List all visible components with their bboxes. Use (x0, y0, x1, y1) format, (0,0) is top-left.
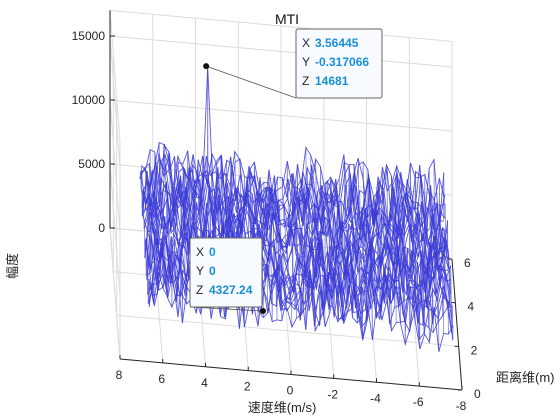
datatip-leader (206, 65, 297, 99)
x-tick-label: 2 (244, 380, 251, 394)
datatip-key: Y (196, 264, 204, 278)
surface-column-line (419, 164, 430, 343)
x-tick-label: 8 (116, 368, 123, 382)
surface-column-line (338, 178, 350, 313)
datatip-key: X (302, 36, 310, 50)
surface-column-line (319, 166, 331, 314)
axes-frame: 8 6 4 2 0 -2 -4 -6 -8 0 2 4 6 0 5000 10000 15000 (72, 10, 481, 413)
surface-column-line (277, 177, 288, 311)
surface-column-line (163, 143, 174, 308)
surface-column-line (310, 155, 321, 327)
z-tick-label: 10000 (72, 93, 106, 107)
datatip: X 0Y 0Z 4327.24 (189, 237, 266, 314)
y-axis-line (451, 258, 463, 391)
surface-column-line (428, 168, 440, 352)
surface-column-line (315, 159, 326, 327)
x-gridline (451, 41, 463, 391)
y-tick-label: 0 (474, 387, 481, 401)
surface-column-line (371, 197, 383, 321)
chart-title: MTI (275, 11, 299, 27)
surface-column-line (258, 177, 269, 314)
surface-column-line (433, 159, 444, 334)
surface-column-line (409, 162, 421, 350)
surface-column-line (300, 171, 312, 311)
datatip-value: 14681 (315, 74, 349, 88)
surface-column-line (367, 169, 378, 319)
surface-column-line (291, 173, 302, 321)
y-axis-label: 距离维(m) (496, 370, 555, 385)
x-tick-label: -2 (327, 387, 338, 401)
surface-column-line (144, 167, 155, 306)
datatip-key: Z (302, 74, 309, 88)
surface-column-line (362, 161, 373, 341)
surface-column-line (443, 172, 454, 341)
y-tick-label: 6 (464, 256, 471, 270)
datatip-value: 0 (209, 245, 216, 259)
surface-column-line (324, 180, 335, 318)
x-axis-label: 速度维(m/s) (248, 400, 317, 415)
surface-column-line (405, 179, 416, 322)
surface-column-line (386, 164, 397, 323)
datatip: X 3.56445 Y -0.317066 Z 14681 (203, 28, 383, 99)
surface-column-line (158, 142, 169, 298)
surface-column-line (348, 164, 359, 324)
datatip-value: 3.56445 (315, 36, 359, 50)
datatip-marker (260, 308, 266, 314)
x-tick-label: -8 (456, 399, 467, 413)
datatip-leader (189, 306, 264, 312)
surface-column-line (329, 177, 340, 322)
surface-column-line (343, 154, 354, 318)
surface-column-line (376, 176, 388, 304)
x-tick-label: 4 (201, 376, 208, 390)
surface-column-line (149, 149, 160, 294)
surface-column-line (305, 147, 316, 331)
surface-column-line (272, 175, 283, 321)
surface-column-line (139, 165, 150, 307)
y-tick-label: 2 (471, 343, 478, 357)
surface-column-line (262, 182, 274, 322)
z-tick-label: 0 (98, 221, 105, 235)
surface-column-line (220, 155, 231, 309)
surface-column-line (424, 174, 435, 333)
datatip-value: 4327.24 (209, 283, 253, 297)
z-tick-label: 15000 (72, 29, 106, 43)
surface-column-line (286, 161, 297, 319)
datatip-value: -0.317066 (315, 55, 369, 69)
datatip-box (295, 28, 383, 99)
datatip-key: Y (302, 55, 310, 69)
z-axis-label: 幅度 (5, 253, 20, 279)
surface-column-line (172, 156, 184, 324)
surface-column-line (438, 178, 449, 335)
surface-column-line (168, 151, 179, 318)
z-tick-label: 5000 (78, 157, 105, 171)
surface-column-line (296, 163, 307, 330)
surface-column-line (334, 178, 345, 325)
surface-column-line (395, 165, 407, 345)
datatip-key: X (196, 245, 204, 259)
x-tick-label: 6 (158, 372, 165, 386)
surface-column-line (153, 151, 165, 289)
surface-column-line (357, 158, 369, 321)
surface-column-line (400, 171, 411, 332)
datatip-box (189, 237, 263, 308)
surface-column-line (177, 156, 188, 304)
x-tick-label: 0 (287, 384, 294, 398)
surface-column-line (281, 177, 293, 328)
surface-column-line (414, 171, 426, 335)
surface-column-line (390, 175, 402, 324)
datatip-value: 0 (209, 264, 216, 278)
y-gridline (116, 97, 459, 347)
datatip-marker (203, 63, 210, 70)
surface-column-line (381, 167, 392, 331)
surface-column-line (352, 164, 364, 341)
x-tick-label: -6 (413, 395, 424, 409)
x-tick-label: -4 (370, 391, 381, 405)
y-tick-label: 4 (467, 300, 474, 314)
surface-column-line (267, 169, 278, 320)
datatip-key: Z (196, 283, 203, 297)
